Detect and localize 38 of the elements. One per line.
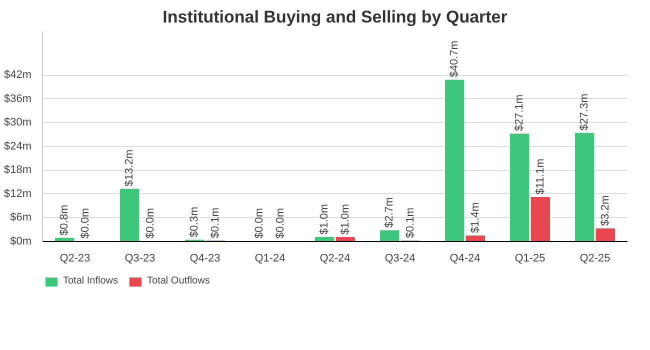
- y-tick-label: $6m: [10, 212, 32, 224]
- data-label: $0.0m: [144, 208, 156, 238]
- data-label: $0.1m: [209, 208, 222, 238]
- x-tick-label: Q4-24: [450, 252, 480, 264]
- y-tick-label: $18m: [4, 164, 32, 176]
- x-tick-label: Q2-24: [320, 252, 350, 264]
- data-label: $0.0m: [254, 208, 266, 238]
- x-tick-label: Q1-24: [254, 252, 286, 264]
- legend-label: Total Inflows: [63, 276, 118, 286]
- data-label: $1.4m: [469, 202, 482, 233]
- y-tick-label: $42m: [4, 69, 32, 82]
- y-tick-label: $0m: [10, 236, 32, 248]
- y-tick-label: $12m: [4, 188, 32, 200]
- legend-label: Total Outflows: [147, 276, 210, 286]
- y-tick-label: $30m: [4, 116, 32, 129]
- x-tick-label: Q2-23: [60, 252, 90, 264]
- data-label: $1.0m: [339, 204, 352, 235]
- data-label: $0.3m: [188, 206, 201, 238]
- data-label: $2.7m: [384, 197, 396, 228]
- data-label: $0.8m: [58, 204, 71, 236]
- data-label: $0.0m: [274, 208, 286, 238]
- y-tick-label: $36m: [4, 92, 32, 105]
- x-tick-label: Q1-25: [514, 252, 546, 264]
- data-label: $1.0m: [318, 204, 331, 235]
- y-tick-label: $24m: [4, 140, 32, 152]
- data-label: $0.0m: [79, 208, 92, 238]
- data-label: $11.1m: [534, 158, 546, 195]
- data-label: $0.1m: [404, 208, 416, 238]
- x-tick-label: Q2-25: [580, 252, 610, 264]
- data-label: $13.2m: [124, 149, 136, 186]
- x-tick-label: Q3-23: [124, 252, 156, 264]
- x-tick-label: Q3-24: [384, 252, 416, 264]
- x-tick-label: Q4-23: [190, 252, 220, 264]
- chart-title: Institutional Buying and Selling by Quarter: [162, 8, 508, 26]
- data-label: $27.3m: [578, 94, 591, 130]
- data-label: $40.7m: [448, 40, 461, 78]
- data-label: $27.1m: [514, 94, 526, 132]
- data-label: $3.2m: [599, 195, 612, 226]
